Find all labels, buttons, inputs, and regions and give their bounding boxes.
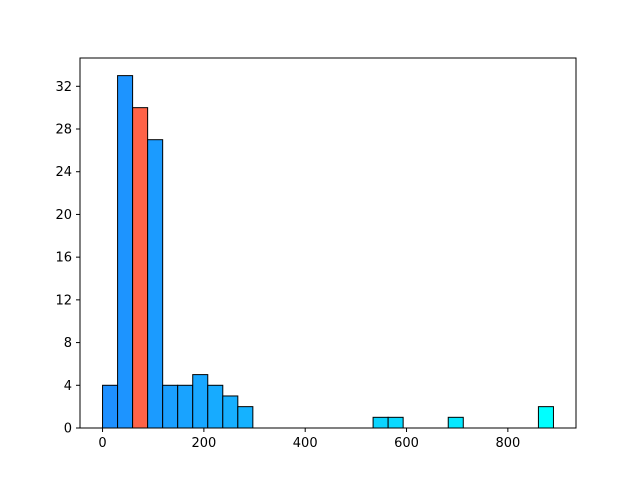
- x-tick-label: 200: [191, 436, 216, 451]
- histogram-bar: [222, 395, 239, 429]
- histogram-bar: [117, 75, 134, 429]
- histogram-bar: [237, 406, 254, 429]
- x-tick-label: 0: [98, 436, 106, 451]
- histogram-bar: [132, 107, 149, 429]
- histogram-bar: [372, 416, 389, 429]
- x-axis: 0 200 400 600 800: [98, 428, 520, 451]
- y-tick-label: 8: [64, 336, 72, 351]
- y-tick-label: 16: [55, 251, 72, 266]
- y-tick-label: 0: [64, 422, 72, 437]
- bars-group: [102, 75, 554, 429]
- histogram-bar: [162, 384, 179, 429]
- y-axis: 0 4 8 12 16 20 24 28 32: [55, 80, 80, 437]
- y-tick-label: 24: [55, 165, 72, 180]
- x-tick-label: 800: [495, 436, 520, 451]
- histogram-bar: [102, 384, 119, 429]
- x-tick-label: 400: [293, 436, 318, 451]
- histogram-bar: [177, 384, 194, 429]
- axes-frame: [79, 57, 577, 429]
- y-tick-label: 28: [55, 123, 72, 138]
- histogram-bar: [192, 374, 209, 429]
- histogram-bar: [147, 139, 164, 429]
- histogram-bar: [447, 416, 464, 429]
- y-tick-label: 4: [64, 379, 72, 394]
- histogram-bar: [537, 406, 554, 429]
- x-tick-label: 600: [394, 436, 419, 451]
- y-tick-label: 20: [55, 208, 72, 223]
- histogram-bar: [207, 384, 224, 429]
- histogram-bar: [387, 416, 404, 429]
- y-tick-label: 12: [55, 293, 72, 308]
- y-tick-label: 32: [55, 80, 72, 95]
